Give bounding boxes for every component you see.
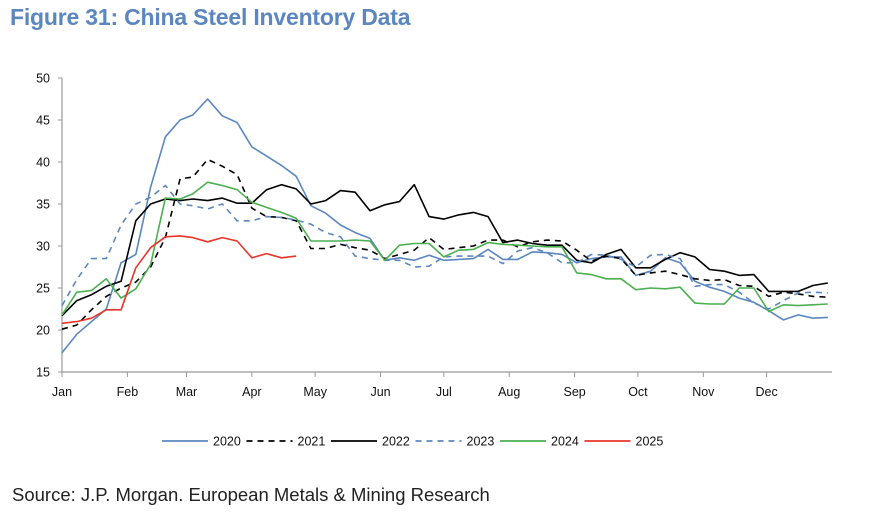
line-2024 [61, 181, 828, 316]
y-tick-label: 30 [36, 240, 50, 254]
legend-label-2024: 2024 [551, 435, 579, 449]
legend-label-2023: 2023 [467, 435, 495, 449]
series-2023 [61, 184, 828, 310]
y-tick-label: 25 [36, 282, 50, 296]
y-tick-label: 45 [36, 114, 50, 128]
y-tick-label: 35 [36, 198, 50, 212]
legend-label-2022: 2022 [382, 435, 410, 449]
y-tick-label: 50 [36, 72, 50, 86]
series-2025 [61, 235, 297, 325]
series-2021 [61, 158, 828, 330]
legend-label-2020: 2020 [213, 435, 241, 449]
x-tick-label: Nov [692, 385, 715, 399]
y-tick-label: 40 [36, 156, 50, 170]
x-tick-label: Jan [52, 385, 72, 399]
line-2025 [61, 235, 297, 325]
x-tick-label: Mar [176, 385, 198, 399]
line-2022 [61, 183, 828, 317]
x-tick-label: Sep [564, 385, 586, 399]
y-tick-label: 15 [36, 366, 50, 380]
x-tick-label: Jun [370, 385, 390, 399]
figure-title: Figure 31: China Steel Inventory Data [10, 4, 411, 30]
x-tick-label: Feb [117, 385, 139, 399]
x-tick-label: Apr [242, 385, 261, 399]
x-tick-label: May [303, 385, 327, 399]
y-tick-label: 20 [36, 324, 50, 338]
series-2024 [61, 181, 828, 316]
series-2022 [61, 183, 828, 317]
line-2023 [61, 184, 828, 310]
x-tick-label: Dec [755, 385, 777, 399]
x-tick-label: Oct [628, 385, 648, 399]
line-2021 [61, 158, 828, 330]
legend-label-2025: 2025 [636, 435, 664, 449]
legend-label-2021: 2021 [298, 435, 326, 449]
series-2020 [61, 98, 828, 354]
x-tick-label: Jul [436, 385, 452, 399]
line-2020 [61, 98, 828, 354]
x-tick-label: Aug [498, 385, 520, 399]
source-note: Source: J.P. Morgan. European Metals & M… [12, 484, 490, 505]
